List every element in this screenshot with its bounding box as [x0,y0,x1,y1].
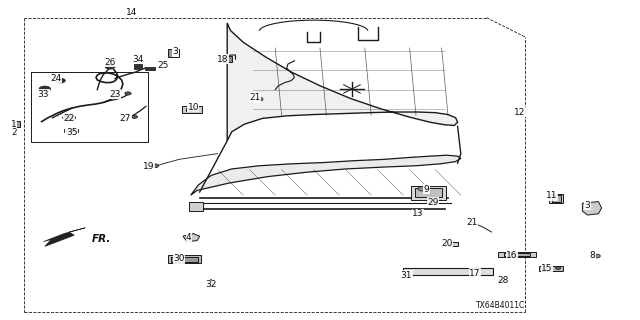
Text: 2: 2 [12,128,17,137]
Circle shape [207,282,215,286]
Bar [467,269,485,275]
Text: 22: 22 [63,114,75,123]
Bar [403,268,493,275]
Bar [224,56,232,62]
Text: TX64B4011C: TX64B4011C [476,301,525,310]
Polygon shape [191,155,461,195]
Bar [552,195,561,202]
Bar [134,64,142,69]
Text: 21: 21 [467,218,478,227]
Circle shape [125,92,131,95]
Circle shape [543,267,548,269]
Bar [168,49,179,57]
Circle shape [39,86,51,92]
Bar [445,242,458,246]
Text: 31: 31 [401,271,412,280]
Circle shape [105,64,115,69]
Text: 16: 16 [506,251,518,260]
Text: 15: 15 [541,264,553,273]
Text: 21: 21 [249,93,260,102]
Text: 30: 30 [173,254,185,263]
Circle shape [131,115,138,118]
Text: 10: 10 [188,103,199,112]
Circle shape [556,267,561,269]
Bar [189,202,203,211]
Text: 11: 11 [546,191,557,200]
Bar [411,186,446,200]
Text: 3: 3 [173,47,178,56]
Text: 34: 34 [132,55,143,64]
Text: 13: 13 [412,209,424,218]
Bar [171,257,198,262]
Text: 20: 20 [441,239,452,248]
Circle shape [418,187,427,191]
Circle shape [427,199,433,203]
Circle shape [56,78,65,83]
Bar [182,106,202,113]
Bar [539,266,563,271]
Text: 25: 25 [157,61,168,70]
Bar [415,188,442,197]
Bar [145,67,155,70]
Text: 9: 9 [424,185,429,194]
Text: FR.: FR. [92,234,111,244]
Bar [498,252,536,257]
Text: 26: 26 [104,58,116,67]
Text: 4: 4 [186,233,191,242]
Bar [12,122,20,126]
Circle shape [63,115,76,121]
Bar [549,194,563,203]
Circle shape [151,164,159,168]
Circle shape [593,254,600,258]
Text: 24: 24 [51,74,62,83]
Text: 12: 12 [514,108,525,116]
Text: 3: 3 [585,201,590,210]
Text: 8: 8 [590,252,595,260]
Text: 35: 35 [66,128,77,137]
Text: 23: 23 [109,90,121,99]
Text: 33: 33 [38,90,49,99]
Circle shape [255,97,263,101]
Text: 18: 18 [217,55,228,64]
Text: 29: 29 [427,198,438,207]
Bar [186,108,197,111]
Text: 28: 28 [497,276,509,285]
Polygon shape [227,23,458,141]
Polygon shape [183,234,200,242]
Bar [504,253,530,256]
Polygon shape [44,228,85,246]
Text: 19: 19 [143,162,154,171]
Circle shape [416,211,422,214]
Bar [168,255,201,263]
Text: 32: 32 [205,280,217,289]
Text: 17: 17 [469,269,481,278]
Text: 1: 1 [12,120,17,129]
Text: 27: 27 [120,114,131,123]
Circle shape [499,278,507,282]
Bar [64,129,78,132]
Bar [14,121,20,127]
Text: 14: 14 [125,8,137,17]
Polygon shape [582,202,602,215]
